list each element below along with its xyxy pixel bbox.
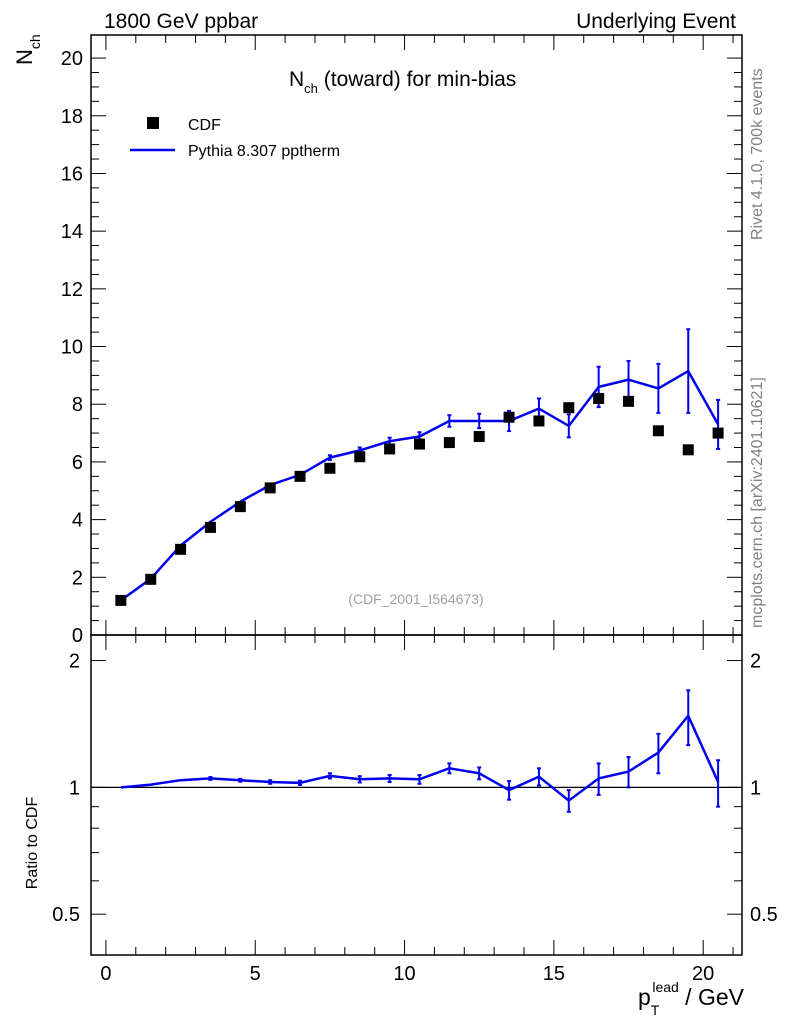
main-plot-title: Nch (toward) for min-bias (289, 68, 516, 96)
ratio-line (120, 713, 720, 803)
mcplots-label: mcplots.cern.ch [arXiv:2401.10621] (749, 377, 766, 628)
main-y-tick-label: 8 (72, 394, 83, 416)
cdf-point (623, 395, 635, 407)
ratio-axis-ticks: 0.5 0.51 12 20 5 10 15 20 (52, 635, 778, 985)
x-tick-label: 10 (393, 963, 415, 985)
rivet-label: Rivet 4.1.0, 700k events (749, 68, 766, 240)
ratio-y-tick-label-right: 0.5 (750, 904, 778, 926)
cdf-point (384, 443, 396, 455)
legend-cdf-label: CDF (188, 117, 221, 134)
cdf-series (115, 392, 724, 606)
cdf-point (234, 501, 246, 513)
main-y-tick-label: 4 (72, 510, 83, 532)
header-right: Underlying Event (576, 10, 736, 33)
ratio-y-tick-label-right: 1 (750, 777, 761, 799)
main-y-tick-label: 20 (61, 48, 83, 70)
x-tick-label: 5 (250, 963, 261, 985)
cdf-point (413, 438, 425, 450)
cdf-point (175, 543, 187, 555)
main-y-tick-label: 14 (61, 221, 83, 243)
ratio-y-tick-label: 1 (69, 777, 80, 799)
cdf-point (473, 431, 485, 443)
cdf-point (324, 462, 336, 474)
main-y-tick-label: 12 (61, 279, 83, 301)
cdf-point (145, 573, 157, 585)
pythia-line (120, 369, 720, 602)
main-y-tick-label: 16 (61, 163, 83, 185)
cdf-point (712, 427, 724, 439)
cdf-point (503, 411, 515, 423)
ratio-y-tick-label-right: 2 (750, 651, 761, 673)
main-y-tick-label: 10 (61, 337, 83, 359)
x-tick-label: 15 (543, 963, 565, 985)
cdf-point (563, 402, 575, 414)
cdf-point (593, 392, 605, 404)
ratio-plot-frame (90, 634, 743, 956)
legend-pythia-label: Pythia 8.307 pptherm (188, 143, 340, 160)
cdf-point (115, 594, 127, 606)
ratio-error-bars (208, 689, 721, 813)
cdf-point (204, 521, 216, 533)
ratio-y-axis-label: Ratio to CDF (24, 797, 41, 890)
main-axis-ticks: 0 2 4 6 8 10 12 14 16 18 20 (61, 35, 742, 647)
pythia-series (120, 369, 720, 602)
legend-cdf-marker (147, 117, 159, 129)
cdf-point (443, 437, 455, 449)
main-y-tick-label: 0 (72, 625, 83, 647)
ratio-y-tick-label: 0.5 (52, 904, 80, 926)
main-y-tick-label: 2 (72, 567, 83, 589)
ratio-y-tick-label: 2 (69, 651, 80, 673)
cdf-point (264, 482, 276, 494)
main-y-tick-label: 6 (72, 452, 83, 474)
header-left: 1800 GeV ppbar (104, 10, 258, 33)
cdf-point (294, 470, 306, 482)
analysis-watermark: (CDF_2001_I564673) (348, 591, 483, 607)
x-tick-label: 20 (692, 963, 714, 985)
main-y-tick-label: 18 (61, 106, 83, 128)
ratio-series (120, 713, 720, 803)
x-tick-label: 0 (100, 963, 111, 985)
x-axis-label: pTlead / GeV (638, 979, 745, 1018)
cdf-point (682, 444, 694, 456)
main-y-axis-label: Nch (12, 34, 43, 65)
cdf-point (354, 451, 366, 463)
cdf-point (533, 415, 545, 427)
cdf-point (652, 425, 664, 437)
